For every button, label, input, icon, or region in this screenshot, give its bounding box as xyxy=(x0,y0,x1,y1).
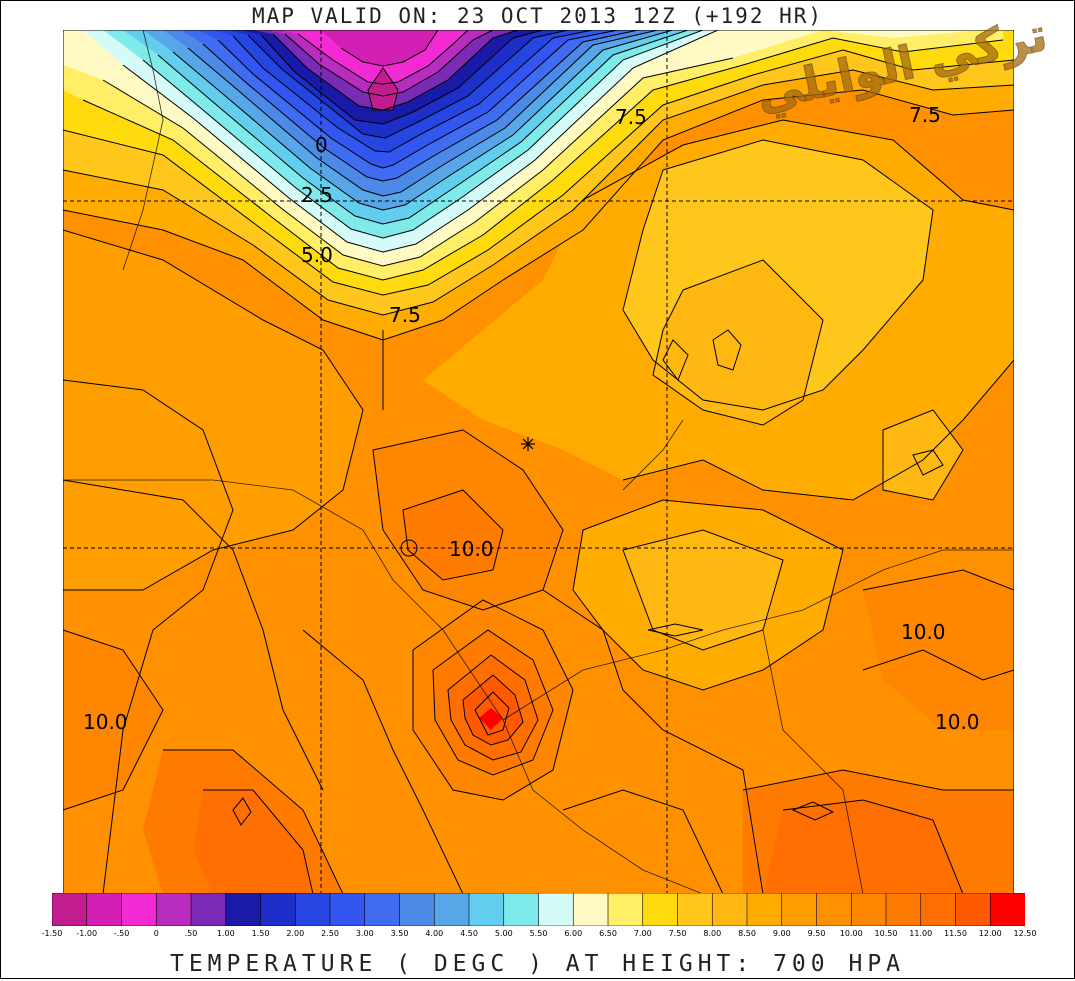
colorbar-tick-label: 7.00 xyxy=(633,929,652,938)
colorbar-swatch xyxy=(572,893,609,926)
watermark-text: تركي الوايلي xyxy=(755,10,1052,121)
colorbar-tick-label: 3.00 xyxy=(355,929,374,938)
colorbar-tick-label: 4.00 xyxy=(425,929,444,938)
colorbar-swatch xyxy=(955,893,992,926)
colorbar-swatch xyxy=(121,893,158,926)
colorbar-swatch xyxy=(642,893,679,926)
lat-lon-grid xyxy=(63,30,1014,894)
colorbar-tick-label: 3.50 xyxy=(390,929,409,938)
colorbar-swatch xyxy=(433,893,470,926)
colorbar-tick-label: 0 xyxy=(153,929,159,938)
colorbar-tick-label: 2.00 xyxy=(286,929,305,938)
colorbar-swatch xyxy=(329,893,366,926)
colorbar-tick-label: 6.50 xyxy=(599,929,617,938)
colorbar-swatch xyxy=(885,893,922,926)
colorbar-tick-label: 10.50 xyxy=(874,929,898,938)
colorbar-swatch xyxy=(816,893,853,926)
colorbar-tick-label: 4.50 xyxy=(460,929,478,938)
colorbar-swatch xyxy=(746,893,783,926)
colorbar-swatch xyxy=(468,893,505,926)
colorbar-swatch xyxy=(190,893,227,926)
colorbar-tick-label: 1.50 xyxy=(251,929,270,938)
colorbar-tick-label: -1.00 xyxy=(76,929,98,938)
colorbar-tick-label: 2.50 xyxy=(321,929,339,938)
colorbar-tick-label: 11.00 xyxy=(909,929,933,938)
colorbar-tick-label: 10.00 xyxy=(839,929,863,938)
colorbar-labels: -1.50 -1.00 -.50 0 .50 1.00 1.50 2.00 2.50 3.00 3.… xyxy=(0,929,1075,939)
colorbar-tick-label: .50 xyxy=(184,929,198,938)
colorbar-tick-label: 12.00 xyxy=(978,929,1002,938)
colorbar-swatch xyxy=(677,893,714,926)
colorbar-tick-label: -1.50 xyxy=(41,929,63,938)
location-marker xyxy=(521,437,535,451)
contour-label: 7.5 xyxy=(615,105,647,129)
contour-label: 7.5 xyxy=(909,103,941,127)
colorbar-swatch xyxy=(538,893,575,926)
colorbar-tick-label: 5.50 xyxy=(529,929,548,938)
colorbar-swatch xyxy=(989,893,1025,926)
contour-label: 10.0 xyxy=(901,620,946,644)
watermark: تركي الوايلي xyxy=(751,6,1075,200)
colorbar-tick-label: 9.50 xyxy=(807,929,826,938)
contour-label: 10.0 xyxy=(449,537,494,561)
colorbar-swatch xyxy=(294,893,331,926)
country-borders xyxy=(63,30,1014,894)
colorbar-swatch xyxy=(503,893,540,926)
colorbar-swatch xyxy=(781,893,818,926)
map-title: MAP VALID ON: 23 OCT 2013 12Z (+192 HR) xyxy=(251,4,824,28)
colorbar-swatch xyxy=(607,893,644,926)
colorbar-swatch xyxy=(850,893,887,926)
contour-labels: 0 2.5 5.0 7.5 7.5 7.5 10.0 10.0 10.0 10.… xyxy=(83,103,980,734)
colorbar-tick-label: 11.50 xyxy=(944,929,967,938)
contour-label: 10.0 xyxy=(935,710,980,734)
contour-label: 2.5 xyxy=(301,183,333,207)
contour-label: 5.0 xyxy=(301,243,333,267)
contour-lines xyxy=(63,30,1014,894)
colorbar-swatch xyxy=(260,893,297,926)
colorbar xyxy=(52,893,1025,926)
contour-label: 7.5 xyxy=(389,303,421,327)
colorbar-tick-label: 12.50 xyxy=(1013,929,1037,938)
colorbar-tick-label: 6.00 xyxy=(564,929,583,938)
colorbar-swatch xyxy=(86,893,123,926)
contour-label: 0 xyxy=(315,133,328,157)
colorbar-tick-label: 1.00 xyxy=(216,929,235,938)
colorbar-tick-label: 5.00 xyxy=(494,929,513,938)
colorbar-swatch xyxy=(52,893,88,926)
colorbar-tick-label: 8.00 xyxy=(703,929,722,938)
colorbar-tick-label: -.50 xyxy=(113,929,130,938)
colorbar-swatch xyxy=(920,893,957,926)
colorbar-tick-label: 7.50 xyxy=(668,929,687,938)
colorbar-tick-label: 9.00 xyxy=(772,929,791,938)
colorbar-swatch xyxy=(711,893,748,926)
colorbar-swatch xyxy=(155,893,192,926)
warm-cells xyxy=(63,230,1014,894)
colorbar-swatch xyxy=(225,893,262,926)
contour-label: 10.0 xyxy=(83,710,128,734)
colorbar-swatch xyxy=(399,893,436,926)
colorbar-swatch xyxy=(364,893,401,926)
map-caption: TEMPERATURE ( DEGC ) AT HEIGHT: 700 HPA xyxy=(169,951,906,977)
colorbar-tick-label: 8.50 xyxy=(738,929,756,938)
temperature-map: 0 2.5 5.0 7.5 7.5 7.5 10.0 10.0 10.0 10.… xyxy=(63,30,1014,894)
